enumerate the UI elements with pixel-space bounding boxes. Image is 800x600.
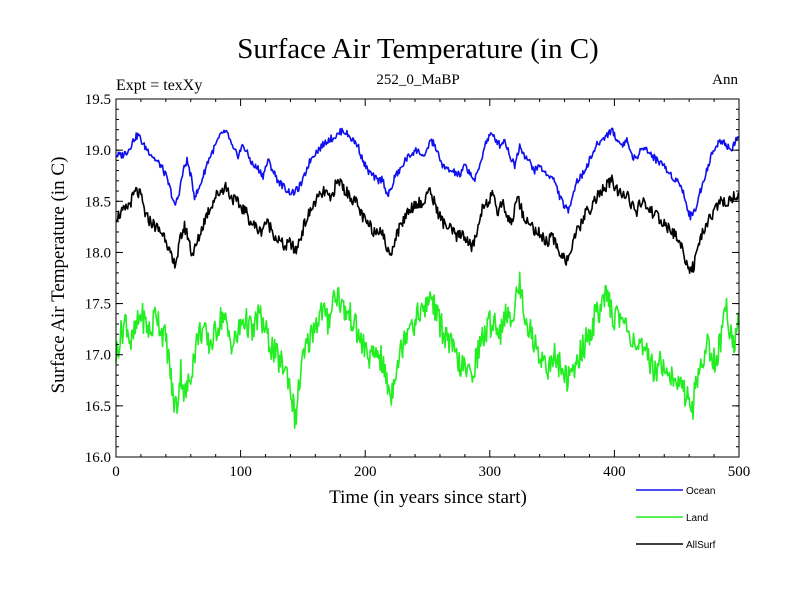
y-tick-label: 17.0 xyxy=(85,348,111,364)
y-tick-label: 18.5 xyxy=(85,194,111,210)
chart-title: Surface Air Temperature (in C) xyxy=(237,33,598,65)
legend-label-land: Land xyxy=(686,513,708,524)
period-label: 252_0_MaBP xyxy=(376,72,459,88)
series-line-allsurf xyxy=(115,174,740,274)
plot-frame xyxy=(115,98,740,458)
series-line-ocean xyxy=(115,127,740,221)
x-tick-label: 400 xyxy=(603,464,626,480)
x-tick-label: 100 xyxy=(229,464,252,480)
x-tick-label: 0 xyxy=(112,464,120,480)
season-label: Ann xyxy=(712,72,738,88)
y-axis-label: Surface Air Temperature (in C) xyxy=(48,157,69,394)
y-tick-label: 19.0 xyxy=(85,143,111,159)
legend-label-ocean: Ocean xyxy=(686,486,715,497)
axis-ticks: 0 100 200 300 400 500 16.0 16.5 17.0 17.5 18.0 18.5… xyxy=(85,92,751,480)
x-tick-label: 500 xyxy=(728,464,751,480)
x-axis-label: Time (in years since start) xyxy=(329,487,527,508)
y-tick-label: 17.5 xyxy=(85,297,111,313)
series-layer xyxy=(115,127,740,429)
y-tick-label: 18.0 xyxy=(85,245,111,261)
y-tick-label: 19.5 xyxy=(85,92,111,108)
x-tick-label: 200 xyxy=(354,464,377,480)
legend-label-allsurf: AllSurf xyxy=(686,540,716,551)
y-tick-label: 16.5 xyxy=(85,399,111,415)
experiment-label: Expt = texXy xyxy=(116,77,202,94)
y-tick-label: 16.0 xyxy=(85,450,111,466)
legend: Ocean Land AllSurf xyxy=(636,486,716,551)
x-tick-label: 300 xyxy=(479,464,502,480)
series-line-land xyxy=(115,271,740,429)
